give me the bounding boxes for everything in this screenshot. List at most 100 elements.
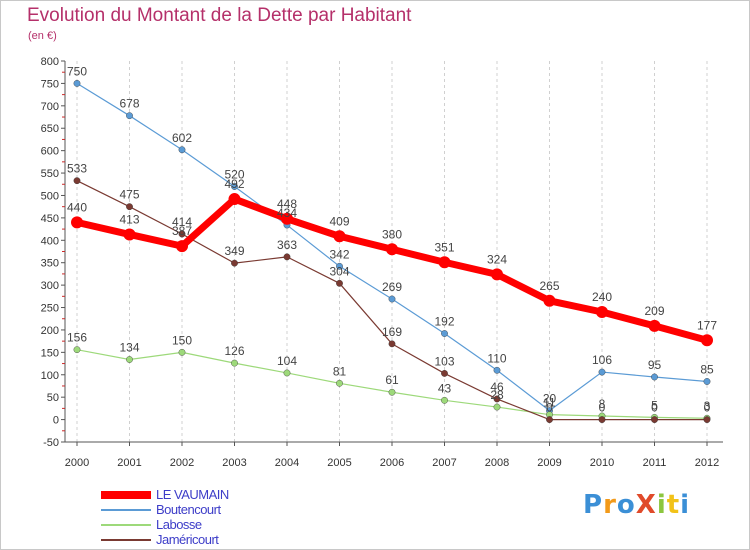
y-tick-label: 550 — [41, 168, 59, 180]
y-tick-label: 300 — [41, 280, 59, 292]
data-label: 492 — [224, 177, 244, 191]
data-point — [596, 306, 608, 319]
data-label: 351 — [434, 240, 454, 254]
logo-letter: t — [666, 490, 681, 520]
data-label: 349 — [224, 244, 244, 258]
legend-label: Boutencourt — [156, 502, 221, 517]
data-label: 678 — [119, 97, 139, 111]
data-point — [386, 243, 398, 256]
data-label: 95 — [648, 358, 662, 372]
data-label: 0 — [599, 401, 606, 415]
data-label: 0 — [546, 401, 553, 415]
data-label: 106 — [592, 353, 612, 367]
data-label: 150 — [172, 333, 192, 347]
legend-swatch — [101, 523, 151, 526]
data-point — [73, 177, 81, 185]
data-label: 3 — [704, 399, 711, 413]
data-label: 103 — [434, 354, 454, 368]
data-label: 209 — [644, 304, 664, 318]
logo-letter: X — [635, 490, 657, 520]
data-label: 387 — [172, 224, 192, 238]
data-point — [703, 416, 711, 423]
data-label: 85 — [700, 362, 714, 376]
data-label: 533 — [67, 162, 87, 176]
data-point — [283, 369, 291, 377]
data-point — [336, 279, 343, 287]
x-tick-label: 2007 — [432, 457, 456, 469]
data-label: 126 — [224, 344, 244, 358]
data-point — [231, 259, 238, 267]
data-point — [546, 416, 553, 423]
data-label: 0 — [651, 401, 658, 415]
chart-unit-label: (en €) — [28, 30, 57, 42]
y-tick-label: 750 — [41, 78, 59, 90]
data-point — [598, 416, 606, 423]
data-label: 409 — [329, 214, 349, 228]
data-point — [333, 230, 346, 243]
y-tick-label: 100 — [41, 370, 59, 382]
x-tick-label: 2000 — [65, 457, 89, 469]
x-tick-label: 2002 — [170, 457, 194, 469]
x-tick-label: 2006 — [380, 457, 404, 469]
legend-swatch — [101, 490, 151, 499]
legend-label: Labosse — [156, 517, 202, 532]
y-tick-label: 700 — [41, 101, 59, 113]
logo-letter: P — [583, 490, 604, 520]
x-tick-label: 2010 — [590, 457, 614, 469]
data-point — [71, 216, 83, 229]
data-label: 414 — [172, 215, 192, 229]
y-tick-label: 800 — [41, 56, 59, 68]
data-label: 434 — [277, 206, 297, 220]
data-label: 104 — [277, 354, 297, 368]
y-tick-label: 0 — [53, 415, 59, 427]
data-label: 413 — [119, 212, 139, 226]
data-label: 602 — [172, 131, 192, 145]
data-label: 192 — [434, 315, 454, 329]
y-tick-label: -50 — [43, 437, 59, 449]
data-point — [73, 80, 81, 87]
legend-item: Boutencourt — [101, 502, 229, 517]
y-tick-label: 250 — [41, 303, 59, 315]
data-label: 28 — [490, 388, 504, 402]
x-tick-label: 2011 — [643, 457, 667, 469]
chart-legend: LE VAUMAIN Boutencourt Labosse Jaméricourt — [101, 487, 229, 547]
data-point — [441, 370, 448, 377]
data-label: 440 — [67, 200, 87, 214]
data-point — [123, 228, 136, 241]
x-tick-label: 2001 — [117, 457, 141, 469]
data-point — [336, 379, 343, 387]
data-label: 363 — [277, 238, 297, 252]
data-point — [493, 403, 501, 411]
data-point — [648, 319, 661, 332]
data-label: 46 — [490, 380, 504, 394]
logo-letter: i — [680, 490, 691, 520]
chart-title: Evolution du Montant de la Dette par Hab… — [27, 5, 412, 26]
data-point — [493, 366, 501, 374]
data-label: 43 — [438, 381, 452, 395]
data-label: 0 — [704, 401, 711, 415]
y-tick-label: 650 — [41, 123, 59, 135]
y-tick-label: 350 — [41, 258, 59, 270]
data-label: 61 — [385, 373, 399, 387]
data-point — [651, 416, 658, 423]
data-point — [283, 253, 291, 261]
legend-item: Jaméricourt — [101, 532, 229, 547]
data-label: 475 — [119, 188, 139, 202]
x-tick-label: 2008 — [485, 457, 509, 469]
data-point — [231, 183, 238, 190]
data-point — [438, 256, 451, 269]
y-tick-label: 500 — [41, 190, 59, 202]
data-label: 304 — [329, 264, 349, 278]
legend-label: Jaméricourt — [156, 532, 219, 547]
data-label: 380 — [382, 227, 402, 241]
data-point — [178, 146, 186, 154]
y-tick-label: 200 — [41, 325, 59, 337]
logo-letter: o — [616, 490, 636, 520]
legend-label: LE VAUMAIN — [156, 487, 229, 502]
data-label: 240 — [592, 290, 612, 304]
data-point — [388, 340, 396, 348]
data-label: 110 — [487, 351, 506, 365]
data-point — [336, 262, 343, 270]
data-point — [126, 112, 133, 120]
